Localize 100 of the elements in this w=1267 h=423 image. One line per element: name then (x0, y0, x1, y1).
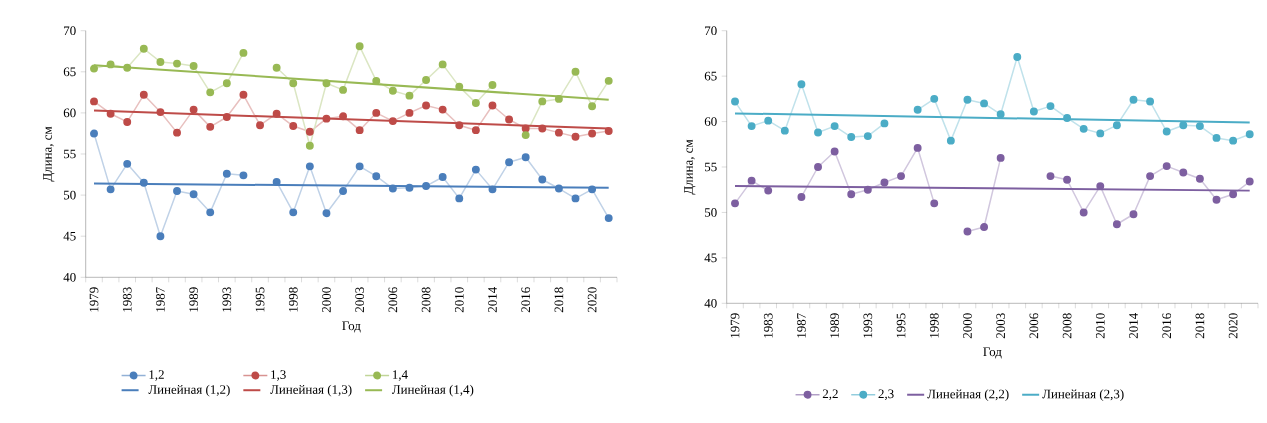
x-tick-label: 1989 (830, 313, 839, 338)
y-tick-label: 65 (63, 67, 76, 77)
x-tick-label: 1979 (730, 313, 740, 338)
legend-label: 1,3 (271, 370, 286, 381)
point (206, 122, 215, 131)
point (764, 116, 773, 125)
x-tick-label: 2010 (454, 287, 464, 313)
x-tick-label: 1998 (288, 287, 298, 312)
point (1112, 121, 1121, 130)
point (554, 184, 563, 193)
x-tick-label: 2003 (996, 313, 1006, 339)
point (106, 109, 115, 118)
point (189, 62, 198, 70)
point (156, 57, 165, 66)
point (963, 227, 972, 236)
y-tick-label: 40 (63, 272, 76, 282)
x-tick-label: 2018 (1195, 313, 1205, 339)
point (930, 199, 939, 208)
point (897, 172, 905, 181)
y-tick-label: 60 (63, 108, 76, 118)
point (272, 109, 281, 118)
point (106, 60, 115, 69)
y-tick-label: 40 (704, 298, 717, 308)
point (289, 122, 298, 130)
point (747, 176, 756, 185)
point (189, 105, 198, 114)
point (797, 193, 806, 201)
y-tick-label: 60 (704, 117, 717, 126)
y-axis-title: Длина, см (684, 139, 696, 195)
point (1013, 53, 1022, 61)
point (471, 99, 480, 107)
point (355, 162, 364, 171)
point (996, 153, 1005, 162)
point (405, 183, 414, 192)
x-tick-label: 1989 (189, 287, 198, 312)
x-tick-label: 1983 (122, 287, 132, 312)
point (863, 185, 872, 194)
point (731, 199, 739, 208)
legend-label: Линейная (1,2) (148, 384, 230, 397)
point (731, 97, 739, 106)
point (797, 80, 806, 89)
point (455, 194, 464, 203)
point (222, 79, 231, 88)
x-tick-label: 2016 (1162, 313, 1172, 339)
point (123, 117, 132, 126)
point (571, 132, 580, 141)
point (980, 223, 989, 231)
point (847, 190, 856, 199)
point (488, 101, 497, 110)
y-axis-title: Длина, см (43, 126, 55, 182)
legend-label: 1,2 (149, 370, 164, 381)
point (604, 127, 613, 135)
point (90, 129, 98, 138)
point (963, 95, 972, 104)
point (488, 81, 497, 89)
point (847, 133, 856, 141)
point (1079, 208, 1088, 217)
y-tick-label: 55 (704, 162, 717, 172)
point (1046, 172, 1055, 181)
point (1063, 175, 1072, 184)
point (913, 143, 922, 152)
x-tick-label: 1987 (797, 313, 806, 338)
point (880, 119, 889, 128)
x-tick-label: 1995 (896, 313, 906, 338)
point (388, 117, 397, 126)
point (1162, 127, 1171, 136)
x-tick-label: 2014 (1129, 313, 1138, 339)
point (405, 91, 414, 100)
point (256, 121, 264, 130)
x-tick-label: 2020 (587, 287, 597, 313)
point (189, 190, 198, 199)
point (913, 105, 922, 114)
point (814, 128, 822, 137)
x-axis-title: Год (342, 321, 361, 333)
point (438, 60, 447, 69)
x-tick-label: 2000 (963, 313, 972, 339)
point (305, 162, 314, 171)
point (388, 184, 397, 193)
point (123, 63, 132, 72)
x-tick-label: 2008 (421, 287, 431, 313)
x-tick-label: 2006 (1029, 313, 1039, 339)
point (1146, 97, 1155, 106)
point (1212, 195, 1221, 204)
point (289, 79, 298, 88)
point (1063, 113, 1072, 122)
point (206, 208, 215, 217)
point (521, 131, 530, 140)
point (471, 165, 480, 174)
point (173, 59, 181, 68)
point (405, 108, 414, 117)
point (339, 187, 347, 195)
point (1096, 129, 1105, 138)
point (322, 114, 331, 123)
point (139, 90, 148, 99)
point (355, 126, 364, 135)
y-tick-label: 70 (705, 26, 717, 36)
point (139, 44, 148, 53)
x-tick-label: 2016 (521, 287, 531, 313)
legend-label: 2,3 (878, 389, 894, 401)
point (90, 97, 98, 106)
